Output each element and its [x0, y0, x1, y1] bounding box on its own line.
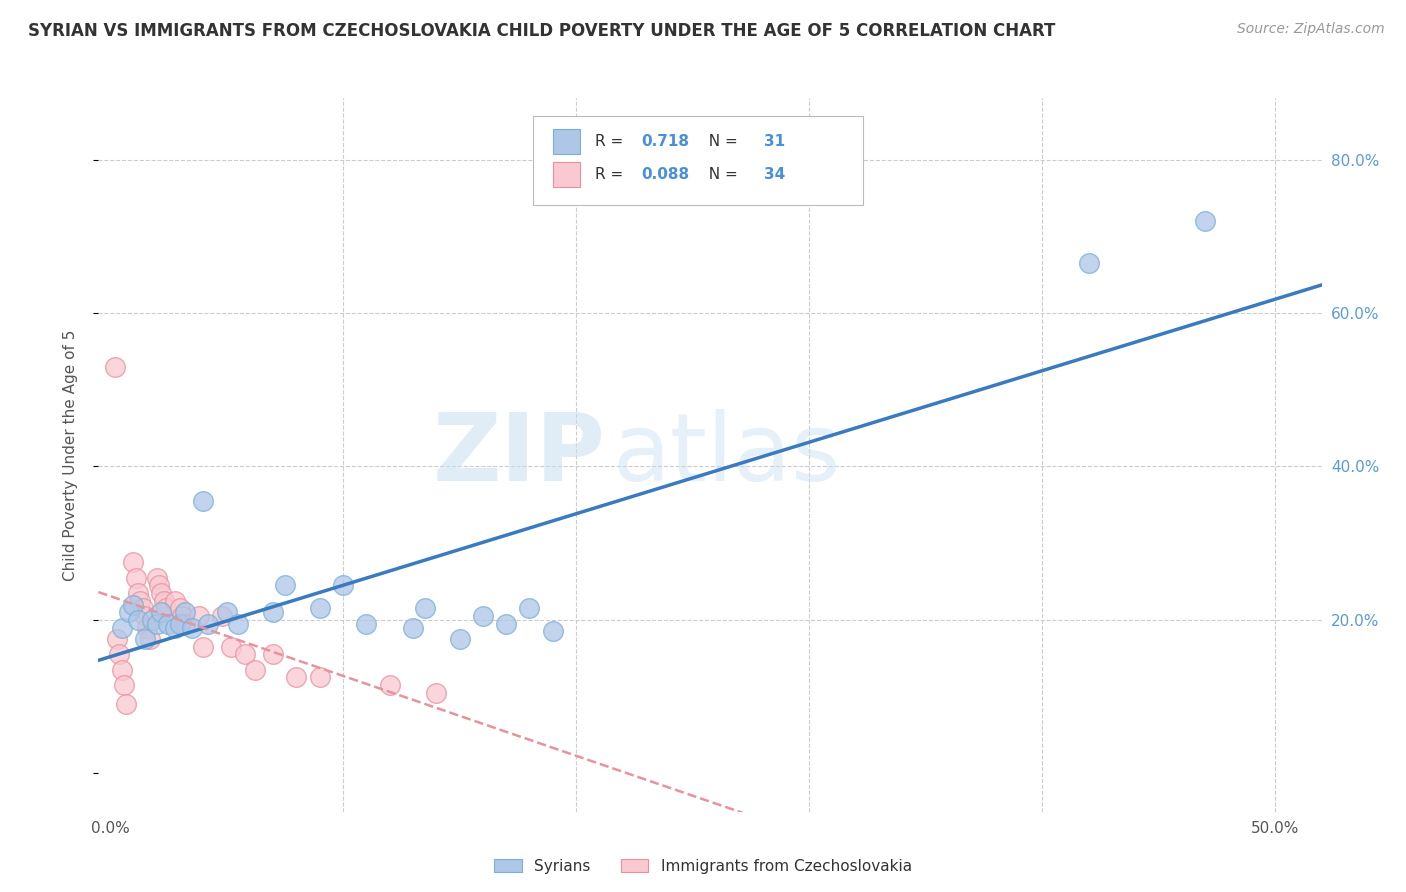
Text: 0.718: 0.718	[641, 134, 689, 149]
Point	[356, 616, 378, 631]
Point	[169, 616, 191, 631]
Point	[105, 632, 128, 646]
Point	[134, 609, 156, 624]
Point	[122, 555, 145, 569]
Point	[152, 593, 174, 607]
Point	[211, 609, 233, 624]
Point	[111, 621, 134, 635]
Text: atlas: atlas	[612, 409, 841, 501]
Point	[197, 616, 219, 631]
Point	[145, 616, 167, 631]
Point	[425, 686, 447, 700]
Point	[308, 670, 330, 684]
Point	[413, 601, 436, 615]
FancyBboxPatch shape	[554, 162, 581, 187]
Point	[141, 613, 163, 627]
Point	[243, 663, 266, 677]
Text: Source: ZipAtlas.com: Source: ZipAtlas.com	[1237, 22, 1385, 37]
Point	[378, 678, 401, 692]
FancyBboxPatch shape	[554, 128, 581, 153]
Point	[127, 586, 149, 600]
Point	[145, 571, 167, 585]
Point	[226, 616, 249, 631]
Point	[332, 578, 354, 592]
Text: 31: 31	[763, 134, 785, 149]
Point	[148, 578, 170, 592]
Point	[308, 601, 330, 615]
Point	[274, 578, 297, 592]
FancyBboxPatch shape	[533, 116, 863, 205]
Point	[150, 586, 173, 600]
Point	[104, 359, 127, 374]
Point	[138, 632, 160, 646]
Point	[262, 605, 284, 619]
Text: ZIP: ZIP	[433, 409, 606, 501]
Text: SYRIAN VS IMMIGRANTS FROM CZECHOSLOVAKIA CHILD POVERTY UNDER THE AGE OF 5 CORREL: SYRIAN VS IMMIGRANTS FROM CZECHOSLOVAKIA…	[28, 22, 1056, 40]
Point	[169, 601, 191, 615]
Point	[115, 698, 138, 712]
Point	[285, 670, 308, 684]
Point	[129, 593, 152, 607]
Point	[173, 616, 195, 631]
Point	[193, 494, 215, 508]
Text: R =: R =	[595, 168, 628, 182]
Point	[173, 605, 195, 619]
Point	[165, 593, 187, 607]
Point	[1077, 256, 1099, 270]
Point	[402, 621, 425, 635]
Point	[108, 648, 131, 662]
Text: N =: N =	[699, 168, 742, 182]
Point	[134, 632, 156, 646]
Point	[1194, 214, 1216, 228]
Point	[495, 616, 517, 631]
Point	[155, 601, 177, 615]
Point	[187, 609, 209, 624]
Point	[150, 605, 173, 619]
Text: N =: N =	[699, 134, 742, 149]
Text: 0.088: 0.088	[641, 168, 690, 182]
Point	[541, 624, 564, 639]
Point	[519, 601, 541, 615]
Point	[131, 601, 153, 615]
Point	[112, 678, 135, 692]
Point	[111, 663, 134, 677]
Point	[233, 648, 256, 662]
Text: R =: R =	[595, 134, 628, 149]
Point	[136, 621, 159, 635]
Point	[471, 609, 494, 624]
Point	[193, 640, 215, 654]
Point	[262, 648, 284, 662]
Point	[122, 598, 145, 612]
Point	[172, 609, 194, 624]
Y-axis label: Child Poverty Under the Age of 5: Child Poverty Under the Age of 5	[63, 329, 77, 581]
Text: 34: 34	[763, 168, 785, 182]
Point	[157, 616, 180, 631]
Point	[180, 621, 202, 635]
Point	[118, 605, 141, 619]
Point	[449, 632, 471, 646]
Point	[127, 613, 149, 627]
Point	[165, 621, 187, 635]
Point	[215, 605, 238, 619]
Legend: Syrians, Immigrants from Czechoslovakia: Syrians, Immigrants from Czechoslovakia	[488, 853, 918, 880]
Point	[219, 640, 242, 654]
Point	[125, 571, 148, 585]
